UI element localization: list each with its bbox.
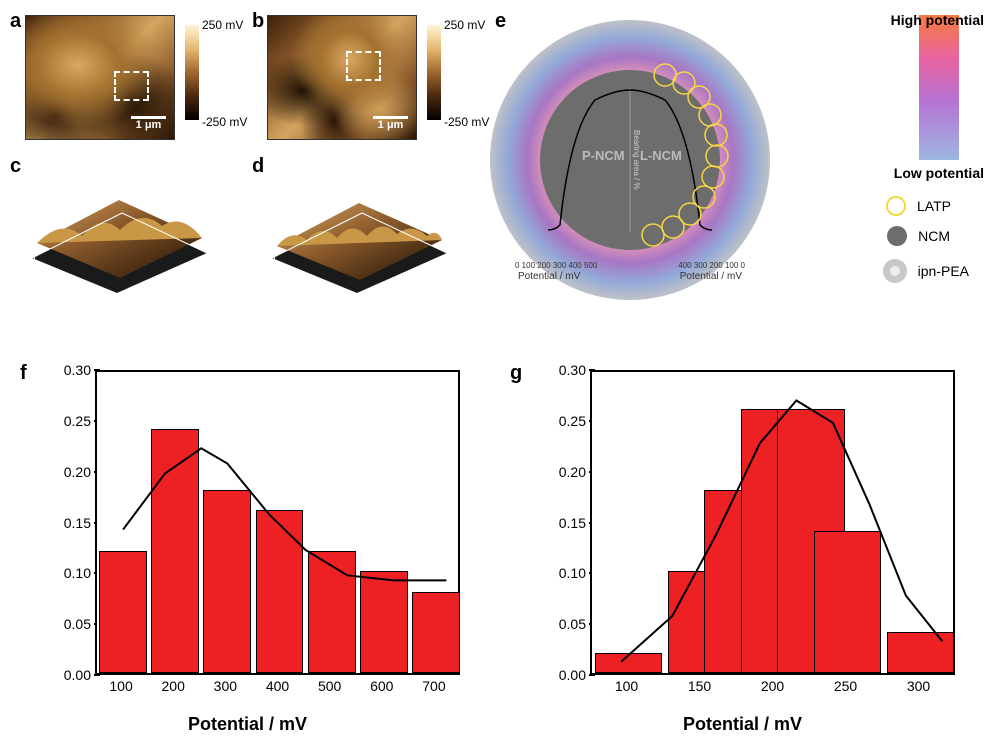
scalebar-a: 1 μm <box>131 116 166 131</box>
x-tick: 300 <box>907 678 930 694</box>
legend-latp: LATP <box>885 195 951 217</box>
afm-image-b: 1 μm <box>267 15 417 140</box>
y-tick: 0.30 <box>64 362 91 378</box>
y-tick: 0.15 <box>64 515 91 531</box>
hist-bar <box>360 571 408 673</box>
hist-bar <box>151 429 199 673</box>
surface-3d-c: 0 5 μm 5 μm 250 mV 0 <box>12 158 227 303</box>
svg-text:5 μm: 5 μm <box>407 278 429 289</box>
latp-ring <box>490 20 770 300</box>
x-tick: 100 <box>109 678 132 694</box>
x-tick: 700 <box>422 678 445 694</box>
cb-a-min: -250 mV <box>202 115 247 129</box>
potential-gradient-bar <box>919 15 959 160</box>
svg-text:5 μm: 5 μm <box>312 288 334 299</box>
axis-c-x: 5 μm <box>72 288 94 299</box>
svg-text:0: 0 <box>210 222 216 233</box>
svg-text:250 mV: 250 mV <box>450 202 467 213</box>
x-tick: 100 <box>615 678 638 694</box>
y-tick: 0.00 <box>559 667 586 683</box>
label-b: b <box>252 10 264 33</box>
y-ticks-f: 0.000.050.100.150.200.250.30 <box>66 370 94 675</box>
label-a: a <box>10 10 21 33</box>
hist-bar <box>308 551 356 673</box>
y-tick: 0.20 <box>64 464 91 480</box>
hist-bar <box>99 551 147 673</box>
hist-bar <box>203 490 251 673</box>
roi-box-a <box>114 71 149 101</box>
plot-area-g <box>590 370 955 675</box>
y-tick: 0.15 <box>559 515 586 531</box>
cb-a-max: 250 mV <box>202 18 243 32</box>
y-tick: 0.30 <box>559 362 586 378</box>
histogram-g: Relative frequency Potential / mV 0.000.… <box>515 355 970 740</box>
colorbar-b <box>427 25 441 120</box>
surface-3d-d: 0 5 μm 5 μm 250 mV 0 <box>252 158 467 303</box>
e-xticks-right: 400 300 200 100 0 <box>678 261 745 270</box>
cb-b-max: 250 mV <box>444 18 485 32</box>
afm-image-a: 1 μm <box>25 15 175 140</box>
y-tick: 0.20 <box>559 464 586 480</box>
y-tick: 0.05 <box>64 616 91 632</box>
y-tick: 0.10 <box>559 565 586 581</box>
scalebar-b: 1 μm <box>373 116 408 131</box>
legend-ncm: NCM <box>886 225 950 247</box>
x-tick: 200 <box>162 678 185 694</box>
legend-ipn-pea: ipn-PEA <box>882 258 969 284</box>
y-tick: 0.10 <box>64 565 91 581</box>
plot-area-f <box>95 370 460 675</box>
colorbar-a <box>185 25 199 120</box>
svg-text:0: 0 <box>270 252 276 263</box>
y-tick: 0.25 <box>64 413 91 429</box>
hist-bar <box>887 632 954 673</box>
hist-bar <box>256 510 304 673</box>
histogram-f: Relative frequency Potential / mV 0.000.… <box>20 355 475 740</box>
axis-c-y: 5 μm <box>167 278 189 289</box>
e-xticks-left: 0 100 200 300 400 500 <box>515 261 597 270</box>
xlabel-f: Potential / mV <box>188 714 307 735</box>
x-tick: 300 <box>214 678 237 694</box>
potential-halo: P-NCM L-NCM Bearing area / % Potential /… <box>490 20 770 300</box>
svg-text:250 mV: 250 mV <box>210 202 227 213</box>
y-tick: 0.00 <box>64 667 91 683</box>
svg-text:0: 0 <box>30 252 36 263</box>
x-tick: 200 <box>761 678 784 694</box>
x-tick: 500 <box>318 678 341 694</box>
hist-bar <box>412 592 460 673</box>
y-ticks-g: 0.000.050.100.150.200.250.30 <box>561 370 589 675</box>
legend-high-potential: High potential <box>891 12 984 28</box>
legend-low-potential: Low potential <box>894 165 984 181</box>
y-tick: 0.25 <box>559 413 586 429</box>
e-xlabel-right: Potential / mV <box>680 271 742 282</box>
x-tick: 250 <box>834 678 857 694</box>
x-tick: 400 <box>266 678 289 694</box>
y-tick: 0.05 <box>559 616 586 632</box>
schematic-panel-e: P-NCM L-NCM Bearing area / % Potential /… <box>490 10 830 305</box>
hist-bar <box>595 653 662 673</box>
hist-bar <box>814 531 881 673</box>
x-ticks-f: 100 200 300 400 500 600 700 <box>95 675 460 700</box>
x-ticks-g: 100 150 200 250 300 <box>590 675 955 700</box>
cb-b-min: -250 mV <box>444 115 489 129</box>
roi-box-b <box>346 51 381 81</box>
x-tick: 600 <box>370 678 393 694</box>
e-xlabel-left: Potential / mV <box>518 271 580 282</box>
xlabel-g: Potential / mV <box>683 714 802 735</box>
svg-text:0: 0 <box>450 222 456 233</box>
x-tick: 150 <box>688 678 711 694</box>
